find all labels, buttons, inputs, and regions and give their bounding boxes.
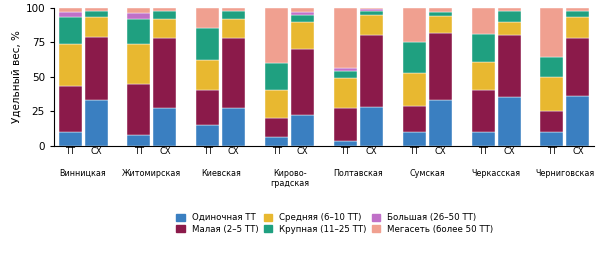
Bar	[497, 35, 521, 97]
Bar	[334, 71, 357, 78]
Text: Житомирская: Житомирская	[122, 169, 182, 178]
Bar	[429, 12, 452, 16]
Bar	[334, 68, 357, 71]
Bar	[127, 135, 151, 146]
Bar	[472, 34, 494, 62]
Bar	[222, 11, 245, 19]
Bar	[403, 73, 426, 106]
Bar	[334, 8, 357, 68]
Bar	[59, 12, 82, 17]
Bar	[403, 8, 426, 42]
Bar	[334, 141, 357, 146]
Bar	[154, 19, 176, 38]
Bar	[334, 108, 357, 141]
Bar	[154, 38, 176, 108]
Bar	[360, 15, 383, 35]
Bar	[497, 8, 521, 11]
Text: Полтавская: Полтавская	[334, 169, 383, 178]
Bar	[497, 22, 521, 35]
Y-axis label: Удельный вес, %: Удельный вес, %	[11, 30, 21, 123]
Bar	[127, 8, 151, 13]
Bar	[265, 63, 288, 90]
Bar	[429, 100, 452, 146]
Bar	[265, 137, 288, 146]
Bar	[222, 19, 245, 38]
Bar	[154, 11, 176, 19]
Bar	[291, 15, 314, 22]
Bar	[360, 35, 383, 107]
Bar	[196, 28, 219, 60]
Bar	[291, 49, 314, 115]
Bar	[360, 107, 383, 146]
Legend: Одиночная ТТ, Малая (2–5 ТТ), Средняя (6–10 ТТ), Крупная (11–25 ТТ), Большая (26: Одиночная ТТ, Малая (2–5 ТТ), Средняя (6…	[176, 213, 493, 234]
Bar	[541, 8, 563, 57]
Text: Киевская: Киевская	[201, 169, 241, 178]
Bar	[403, 42, 426, 73]
Bar	[472, 132, 494, 146]
Bar	[566, 96, 589, 146]
Bar	[291, 115, 314, 146]
Bar	[59, 8, 82, 12]
Bar	[154, 8, 176, 11]
Bar	[85, 11, 107, 17]
Bar	[334, 78, 357, 108]
Bar	[403, 132, 426, 146]
Text: Кирово-
градская: Кирово- градская	[270, 169, 309, 188]
Bar	[127, 84, 151, 135]
Bar	[291, 22, 314, 49]
Bar	[196, 90, 219, 125]
Bar	[541, 111, 563, 132]
Bar	[265, 118, 288, 137]
Bar	[541, 57, 563, 77]
Bar	[265, 8, 288, 63]
Bar	[222, 38, 245, 108]
Bar	[265, 90, 288, 118]
Bar	[429, 16, 452, 32]
Bar	[472, 8, 494, 34]
Bar	[85, 37, 107, 100]
Text: Черниговская: Черниговская	[535, 169, 595, 178]
Bar	[566, 17, 589, 38]
Bar	[127, 19, 151, 44]
Bar	[541, 132, 563, 146]
Bar	[472, 62, 494, 90]
Bar	[497, 97, 521, 146]
Bar	[85, 8, 107, 11]
Bar	[566, 38, 589, 96]
Bar	[566, 11, 589, 17]
Bar	[59, 44, 82, 86]
Bar	[360, 9, 383, 11]
Bar	[59, 17, 82, 44]
Bar	[291, 12, 314, 15]
Bar	[541, 77, 563, 111]
Bar	[360, 8, 383, 9]
Bar	[497, 11, 521, 22]
Bar	[196, 125, 219, 146]
Bar	[429, 8, 452, 12]
Bar	[59, 86, 82, 132]
Bar	[360, 11, 383, 15]
Bar	[85, 17, 107, 37]
Bar	[154, 108, 176, 146]
Bar	[472, 90, 494, 132]
Bar	[222, 8, 245, 11]
Text: Сумская: Сумская	[409, 169, 445, 178]
Bar	[403, 106, 426, 132]
Bar	[85, 100, 107, 146]
Bar	[196, 60, 219, 90]
Text: Черкасская: Черкасская	[472, 169, 521, 178]
Bar	[566, 8, 589, 11]
Bar	[59, 132, 82, 146]
Bar	[429, 32, 452, 100]
Bar	[291, 8, 314, 12]
Bar	[127, 13, 151, 19]
Text: Винницкая: Винницкая	[59, 169, 106, 178]
Bar	[196, 8, 219, 28]
Bar	[222, 108, 245, 146]
Bar	[127, 44, 151, 84]
